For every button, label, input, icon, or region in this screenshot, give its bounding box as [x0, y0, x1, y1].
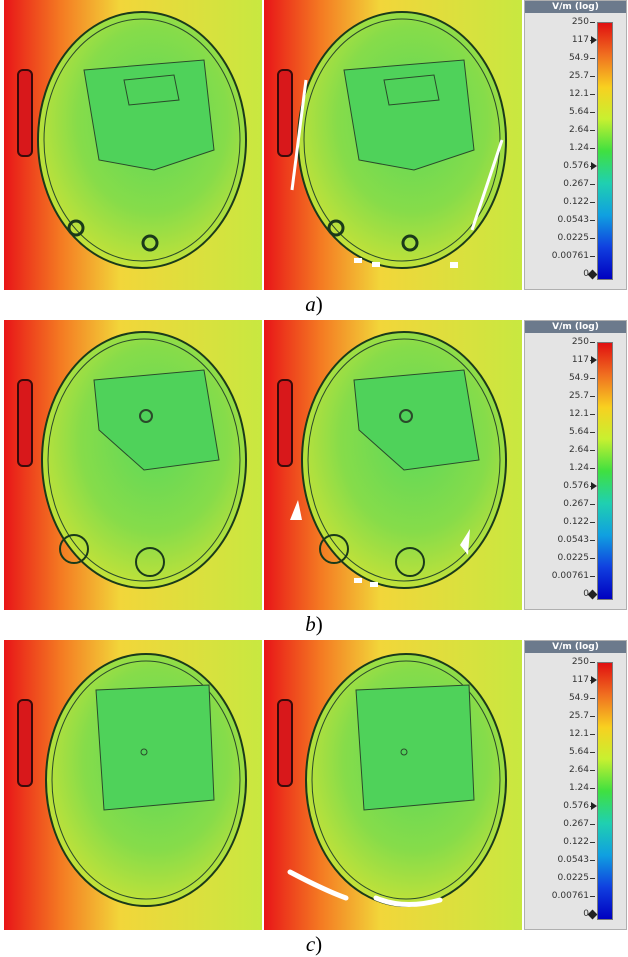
colorbar-b: V/m (log) 250 117 54.9 25.7 12.1 5.64 2.64 1.24…	[524, 320, 627, 610]
colorbar-tick-label: 0.0225	[525, 232, 595, 245]
field-map-b-left	[4, 320, 262, 610]
colorbar-marker	[591, 162, 597, 170]
colorbar-tick-label: 1.24	[525, 462, 595, 475]
colorbar-tick-label: 1.24	[525, 782, 595, 795]
colorbar-marker	[591, 356, 597, 364]
colorbar-tick-label: 12.1	[525, 408, 595, 421]
colorbar-tick-label: 0.0543	[525, 854, 595, 867]
colorbar-tick-label: 0.267	[525, 498, 595, 511]
colorbar-marker	[591, 482, 597, 490]
colorbar-tick-label: 117	[525, 34, 595, 47]
colorbar-tick-label: 25.7	[525, 390, 595, 403]
colorbar-tick-label: 54.9	[525, 692, 595, 705]
colorbar-tick-label: 12.1	[525, 88, 595, 101]
colorbar-tick-label: 250	[525, 336, 595, 349]
colorbar-tick-label: 0.267	[525, 178, 595, 191]
colorbar-title: V/m (log)	[525, 641, 626, 653]
colorbar-tick-label: 1.24	[525, 142, 595, 155]
field-map-c-right	[264, 640, 522, 930]
colorbar-tick-label: 25.7	[525, 710, 595, 723]
colorbar-tick-label: 0.576	[525, 800, 595, 813]
colorbar-tick-label: 0.267	[525, 818, 595, 831]
colorbar-tick-label: 0.122	[525, 196, 595, 209]
colorbar-marker	[591, 36, 597, 44]
caption-a: a)	[305, 292, 323, 316]
colorbar-tick-label: 2.64	[525, 124, 595, 137]
colorbar-tick-label: 5.64	[525, 426, 595, 439]
colorbar-tick-label: 25.7	[525, 70, 595, 83]
colorbar-a: V/m (log) 250 117 54.9 25.7 12.1 5.64 2.64 1.24…	[524, 0, 627, 290]
colorbar-tick-label: 2.64	[525, 764, 595, 777]
caption-b: b)	[305, 612, 323, 636]
colorbar-tick-label: 117	[525, 354, 595, 367]
colorbar-c: V/m (log) 250 117 54.9 25.7 12.1 5.64 2.64 1.24…	[524, 640, 627, 930]
colorbar-marker	[591, 802, 597, 810]
colorbar-tick-label: 0.0543	[525, 534, 595, 547]
colorbar-title: V/m (log)	[525, 1, 626, 13]
colorbar-tick-label: 12.1	[525, 728, 595, 741]
colorbar-tick-label: 5.64	[525, 746, 595, 759]
colorbar-tick-label: 0.122	[525, 516, 595, 529]
colorbar-tick-label: 0	[525, 588, 595, 601]
colorbar-tick-label: 0.122	[525, 836, 595, 849]
colorbar-tick-label: 0.00761	[525, 570, 595, 583]
colorbar-tick-label: 0.0225	[525, 872, 595, 885]
colorbar-tick-label: 0.00761	[525, 890, 595, 903]
colorbar-tick-label: 0	[525, 908, 595, 921]
colorbar-tick-label: 250	[525, 656, 595, 669]
field-map-a-left	[4, 0, 262, 290]
colorbar-gradient	[597, 662, 613, 920]
colorbar-gradient	[597, 342, 613, 600]
colorbar-tick-label: 117	[525, 674, 595, 687]
colorbar-marker	[591, 676, 597, 684]
field-map-c-left	[4, 640, 262, 930]
colorbar-gradient	[597, 22, 613, 280]
caption-c: c)	[305, 932, 323, 956]
colorbar-tick-label: 0	[525, 268, 595, 281]
colorbar-tick-label: 0.576	[525, 160, 595, 173]
colorbar-tick-label: 54.9	[525, 52, 595, 65]
colorbar-tick-label: 0.0543	[525, 214, 595, 227]
colorbar-tick-label: 54.9	[525, 372, 595, 385]
field-map-b-right	[264, 320, 522, 610]
colorbar-tick-label: 5.64	[525, 106, 595, 119]
colorbar-tick-label: 2.64	[525, 444, 595, 457]
field-map-a-right	[264, 0, 522, 290]
colorbar-tick-label: 0.00761	[525, 250, 595, 263]
colorbar-title: V/m (log)	[525, 321, 626, 333]
colorbar-tick-label: 0.0225	[525, 552, 595, 565]
colorbar-tick-label: 250	[525, 16, 595, 29]
colorbar-tick-label: 0.576	[525, 480, 595, 493]
